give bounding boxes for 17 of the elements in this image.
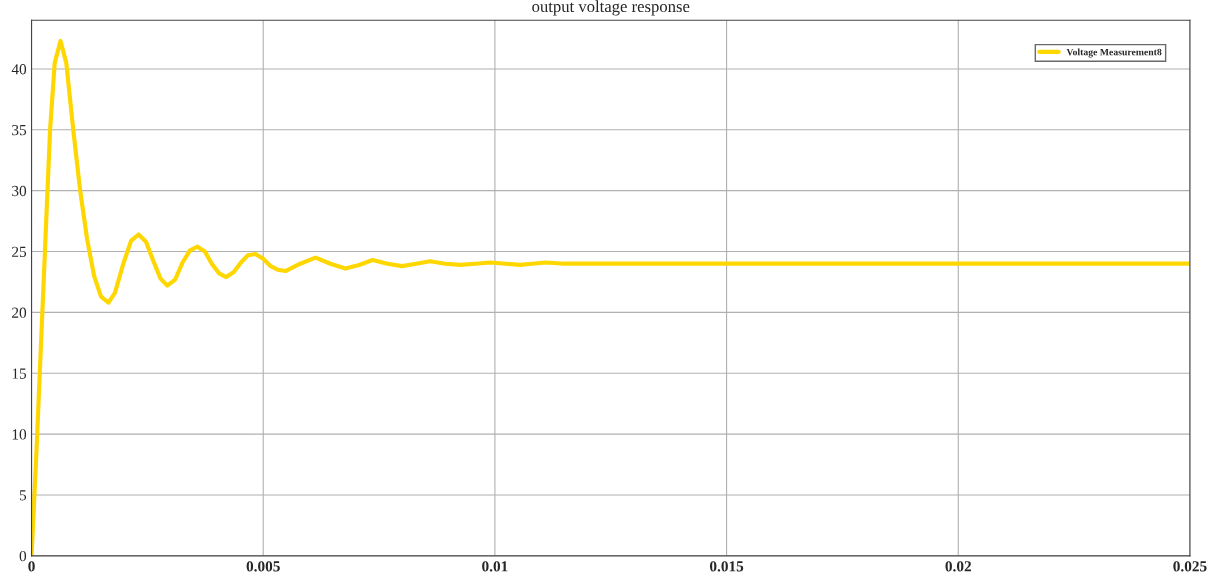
y-tick-label: 5 xyxy=(19,490,27,501)
y-tick-label: 25 xyxy=(12,246,27,257)
y-tick-label: 40 xyxy=(11,64,27,75)
y-tick-label: 10 xyxy=(12,429,27,440)
y-tick-label: 35 xyxy=(12,125,27,136)
x-tick-label: 0.015 xyxy=(709,561,744,572)
x-tick-label: 0.005 xyxy=(246,561,280,572)
legend-label: Voltage Measurement8 xyxy=(1066,48,1162,58)
y-tick-label: 0 xyxy=(19,550,27,562)
x-tick-label: 0.02 xyxy=(945,561,971,572)
y-tick-label: 20 xyxy=(12,307,27,318)
y-tick-label: 30 xyxy=(12,185,27,197)
y-tick-label: 15 xyxy=(12,368,27,379)
x-tick-label: 0.025 xyxy=(1173,561,1207,572)
chart-title: output voltage response xyxy=(532,0,690,16)
x-tick-label: 0 xyxy=(28,561,35,572)
x-tick-label: 0.01 xyxy=(482,561,508,572)
